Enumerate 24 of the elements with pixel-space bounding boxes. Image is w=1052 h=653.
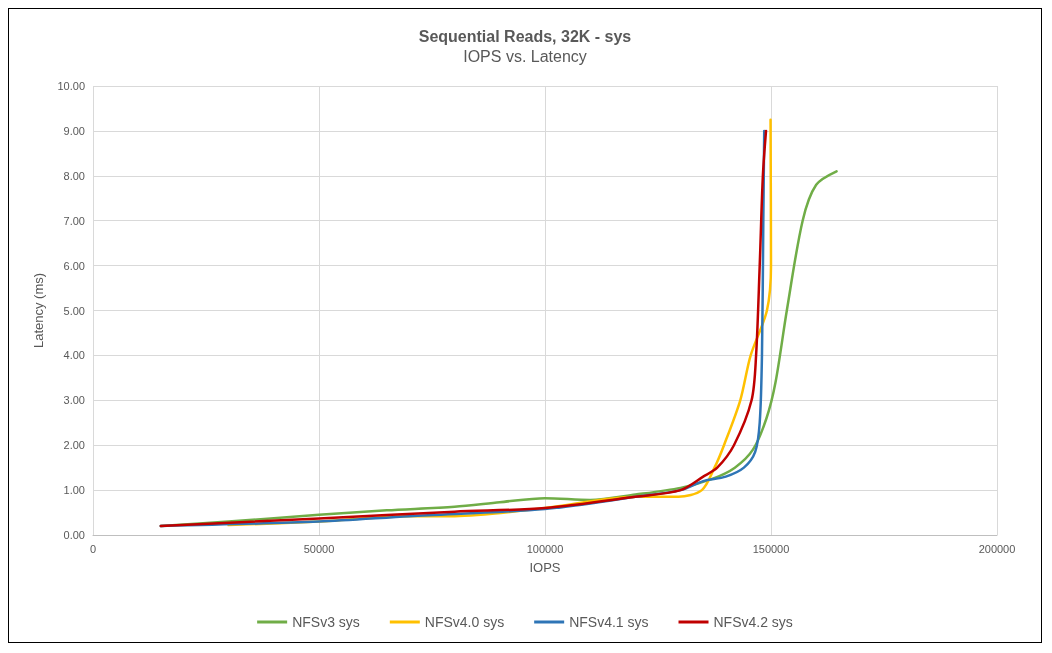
y-axis-title: Latency (ms) [31, 272, 46, 349]
y-tick-label: 3.00 [63, 394, 85, 407]
y-tick-label: 1.00 [63, 484, 85, 497]
y-tick-label: 10.00 [57, 80, 85, 92]
chart-title: Sequential Reads, 32K - sys [418, 27, 632, 45]
legend-label: NFSv4.0 sys [424, 614, 505, 630]
legend-label: NFSv3 sys [292, 614, 360, 630]
x-tick-label: 0 [89, 542, 97, 555]
x-tick-label: 50000 [303, 542, 335, 555]
y-tick-label: 4.00 [63, 349, 85, 362]
x-tick-label: 200000 [978, 542, 1016, 555]
y-tick-label: 6.00 [63, 259, 85, 272]
y-tick-label: 0.00 [63, 529, 85, 541]
y-tick-label: 9.00 [63, 124, 85, 137]
y-tick-label: 8.00 [63, 169, 85, 182]
legend-label: NFSv4.1 sys [569, 614, 649, 630]
y-tick-label: 7.00 [63, 214, 85, 227]
x-tick-label: 150000 [752, 542, 790, 555]
chart-subtitle: IOPS vs. Latency [463, 47, 587, 65]
legend-label: NFSv4.2 sys [713, 614, 793, 630]
y-tick-label: 2.00 [63, 439, 85, 452]
x-axis-title: IOPS [529, 560, 561, 575]
x-tick-label: 100000 [526, 542, 564, 555]
y-tick-label: 5.00 [63, 304, 85, 317]
